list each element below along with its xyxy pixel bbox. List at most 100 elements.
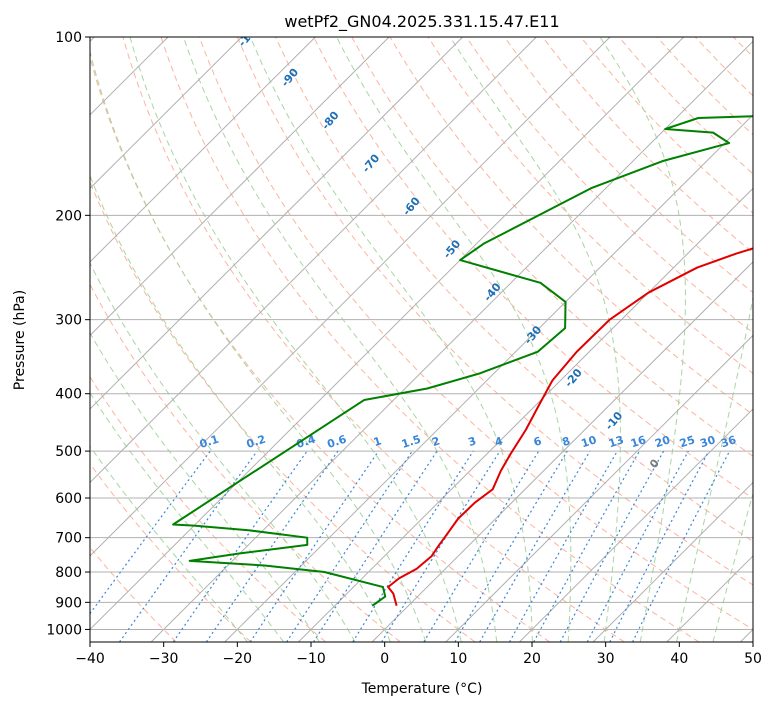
mixing-ratio-line — [312, 450, 438, 642]
moist-adiabat — [336, 37, 572, 642]
background-line-labels: 0.1 0.2 0.4 0.6 1 1.5 2 3 4 6 8 10 13 16 20 25 30 36-100-… — [198, 20, 775, 505]
mixing-ratio-line — [479, 450, 591, 642]
mixing-ratio-label: 0.2 — [245, 433, 268, 451]
moist-adiabat — [90, 332, 320, 642]
x-tick-label: −20 — [223, 651, 253, 667]
x-tick-label: 0 — [380, 651, 389, 667]
moist-adiabat-label: -80 — [319, 109, 342, 133]
dry-adiabat — [389, 37, 753, 416]
moist-adiabat-label: -40 — [481, 280, 504, 304]
mixing-ratio-label: 10 — [580, 433, 599, 450]
moist-adiabat-label: -50 — [441, 237, 464, 261]
mixing-ratio-line — [533, 450, 640, 642]
mixing-ratio-line — [609, 450, 710, 642]
isotherm-line — [150, 40, 753, 642]
dry-adiabat — [198, 37, 753, 631]
moist-adiabat — [712, 491, 753, 642]
chart-title: wetPf2_GN04.2025.331.15.47.E11 — [284, 12, 559, 32]
moist-adiabat — [90, 445, 248, 642]
y-tick-label: 500 — [55, 444, 82, 460]
isotherm-line — [90, 37, 464, 410]
mixing-ratio-label: 3 — [467, 434, 478, 449]
x-tick-label: −10 — [296, 651, 326, 667]
mixing-ratio-label: 16 — [629, 433, 648, 450]
isotherm-line — [224, 114, 753, 642]
moist-adiabat-label: -70 — [360, 151, 383, 175]
dry-adiabat — [90, 55, 551, 642]
mixing-ratio-line — [205, 450, 339, 642]
y-tick-label: 700 — [55, 531, 82, 547]
mixing-ratio-line — [118, 450, 258, 642]
mixing-ratio-label: 20 — [653, 433, 672, 450]
moist-adiabat — [676, 294, 753, 642]
dry-adiabat — [351, 37, 753, 457]
moist-adiabat — [90, 174, 391, 642]
mixing-ratio-label: 13 — [607, 433, 626, 450]
y-tick-label: 1000 — [46, 622, 82, 638]
x-tick-label: −30 — [149, 651, 179, 667]
isotherm-line — [445, 334, 753, 642]
dry-adiabat-label: 10 — [770, 485, 775, 505]
moist-adiabat — [182, 37, 498, 642]
dry-adiabat — [160, 37, 700, 642]
mixing-ratio-line — [586, 450, 689, 642]
moist-adiabat-label: -90 — [279, 66, 302, 90]
isotherm-line — [90, 37, 685, 631]
x-tick-label: 30 — [597, 651, 615, 667]
y-tick-label: 300 — [55, 313, 82, 329]
plot-frame — [89, 36, 754, 643]
isotherm-line — [90, 37, 537, 484]
x-axis-title: Temperature (°C) — [361, 681, 483, 697]
mixing-ratio-line — [454, 450, 568, 642]
moist-adiabat — [90, 261, 356, 642]
dewpoint-profile-line — [172, 115, 753, 607]
moist-adiabat-label: 0 — [647, 456, 662, 470]
x-tick-label: 40 — [670, 651, 688, 667]
moist-adiabat-label: -20 — [562, 366, 585, 390]
mixing-ratio-label: 0.6 — [326, 432, 349, 450]
dry-adiabat — [772, 37, 775, 642]
moist-adiabat — [129, 37, 462, 642]
dry-adiabat — [122, 37, 625, 642]
mixing-ratio-line — [90, 450, 211, 615]
mixing-ratio-label: 2 — [430, 434, 441, 449]
y-tick-label: 800 — [55, 565, 82, 581]
y-tick-label: 900 — [55, 595, 82, 611]
dry-adiabat — [236, 37, 753, 586]
mixing-ratio-label: 25 — [678, 433, 697, 450]
dry-adiabat — [504, 37, 753, 294]
isotherm-line — [666, 555, 753, 642]
series-layer — [172, 115, 753, 607]
isotherm-line — [90, 37, 316, 263]
mixing-ratio-label: 1.5 — [400, 433, 423, 451]
moist-adiabat — [599, 37, 686, 642]
x-tick-label: 50 — [744, 651, 762, 667]
moist-adiabat — [249, 37, 533, 642]
isotherm-line — [519, 408, 753, 642]
dry-adiabat — [90, 375, 326, 642]
mixing-ratio-label: 30 — [698, 433, 717, 450]
moist-adiabat — [90, 49, 427, 642]
dry-adiabat — [275, 37, 753, 542]
mixing-ratio-line — [423, 450, 540, 642]
isotherm-line — [298, 187, 753, 642]
isotherm-line — [90, 37, 243, 190]
mixing-ratio-line — [286, 450, 413, 642]
mixing-ratio-line — [352, 450, 474, 642]
mixing-ratio-line — [381, 450, 501, 642]
x-tick-label: 10 — [449, 651, 467, 667]
mixing-ratio-label: 0.1 — [198, 433, 221, 451]
y-tick-label: 400 — [55, 387, 82, 403]
mixing-ratio-label: 1 — [372, 434, 383, 449]
y-tick-label: 600 — [55, 491, 82, 507]
y-tick-label: 100 — [55, 30, 82, 46]
mixing-ratio-line — [632, 450, 731, 642]
moist-adiabat-label: -100 — [236, 20, 264, 50]
isotherm-line — [90, 37, 611, 557]
dry-adiabat — [694, 37, 753, 97]
isotherm-line — [90, 37, 390, 337]
mixing-ratio-label: 6 — [532, 434, 544, 449]
dry-adiabat — [465, 37, 753, 334]
temperature-profile-line — [387, 247, 753, 607]
